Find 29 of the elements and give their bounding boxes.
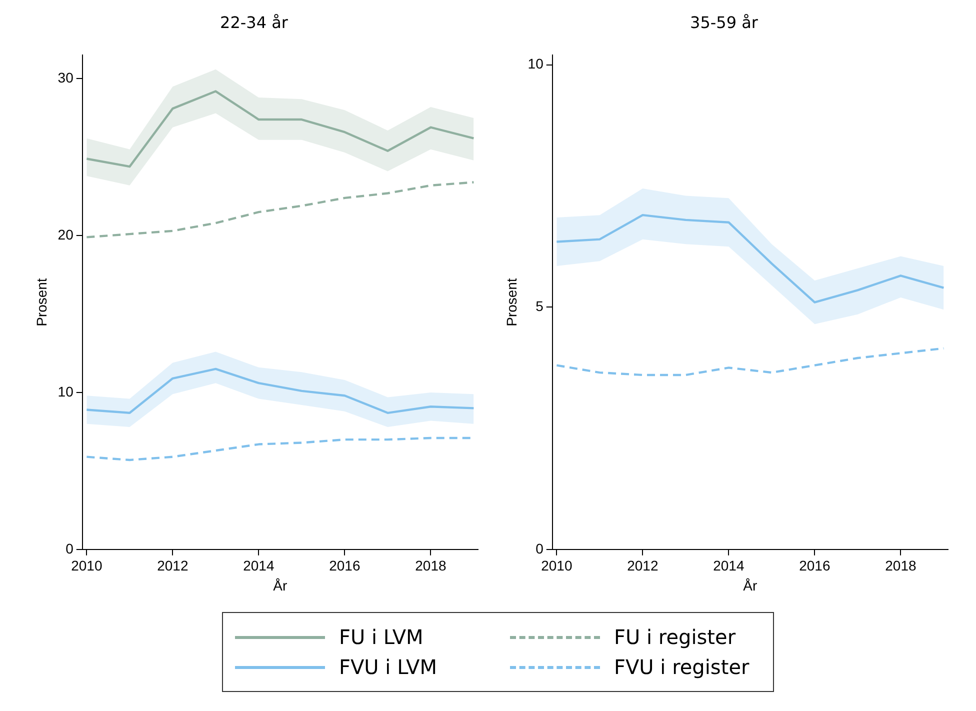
- x-tick-label: 2014: [243, 558, 274, 574]
- x-tick-label: 2016: [329, 558, 360, 574]
- x-tick-label: 2010: [71, 558, 102, 574]
- legend-label: FU i LVM: [339, 625, 424, 649]
- chart-title: 22-34 år: [220, 12, 288, 32]
- y-tick-label: 5: [536, 298, 544, 314]
- y-tick-label: 0: [536, 540, 544, 556]
- y-axis-title: Prosent: [503, 278, 520, 326]
- x-tick-label: 2016: [799, 558, 830, 574]
- y-tick-label: 20: [58, 226, 74, 242]
- legend-label: FVU i LVM: [339, 655, 437, 679]
- y-axis-title: Prosent: [33, 278, 50, 326]
- y-tick-label: 10: [58, 383, 74, 400]
- line-series: [556, 347, 945, 376]
- line-series: [86, 181, 475, 238]
- x-axis-title: År: [273, 577, 288, 594]
- legend-label: FVU i register: [614, 655, 750, 679]
- x-tick-label: 2014: [713, 558, 744, 574]
- y-tick-label: 0: [66, 540, 74, 556]
- x-axis-title: År: [743, 577, 758, 594]
- x-tick-label: 2018: [885, 558, 916, 574]
- x-tick-label: 2018: [415, 558, 446, 574]
- chart-title: 35-59 år: [690, 12, 758, 32]
- y-tick-label: 10: [528, 56, 544, 72]
- x-tick-label: 2012: [157, 558, 188, 574]
- y-tick-label: 30: [58, 70, 74, 86]
- legend-label: FU i register: [614, 625, 736, 649]
- x-tick-label: 2012: [627, 558, 658, 574]
- x-tick-label: 2010: [541, 558, 572, 574]
